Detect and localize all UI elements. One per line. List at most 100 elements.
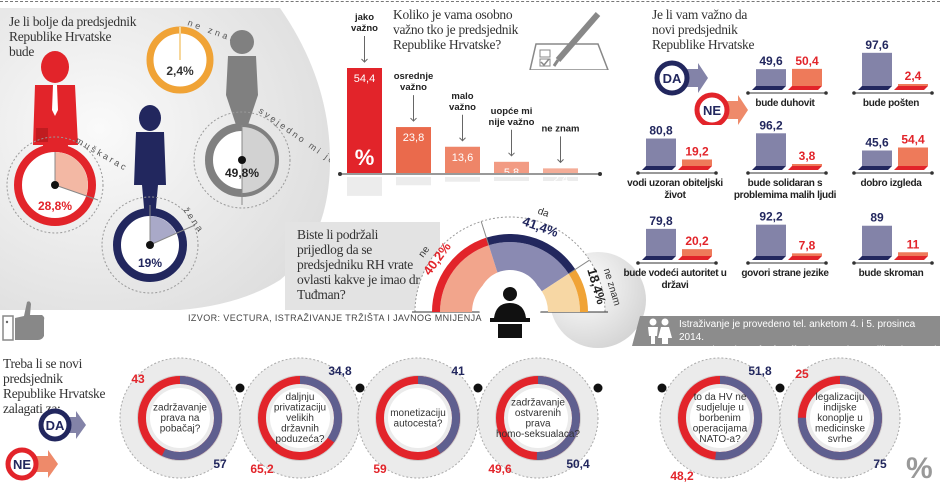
bar-da <box>862 225 892 256</box>
advocacy-question: to da HV ne <box>694 392 747 403</box>
connector-dot <box>473 383 483 393</box>
bar-ne <box>792 68 822 86</box>
advocacy-value-ne: 48,2 <box>670 469 694 483</box>
legend-ne-label: NE <box>703 103 721 118</box>
connector-dot <box>657 383 667 393</box>
advocacy-question: operacijama <box>693 424 748 435</box>
axis-dot <box>824 261 828 265</box>
axis-dot <box>598 172 602 176</box>
advocacy-center <box>508 388 568 448</box>
advocacy-value-da: 75 <box>873 457 887 471</box>
value-da: 96,2 <box>759 120 783 132</box>
advocacy-question: zadržavanje <box>511 397 565 408</box>
value-ne: 19,2 <box>685 144 709 158</box>
importance-bar-reflection <box>396 177 431 186</box>
survey-note-line1: Istraživanje je provedeno tel. anketom 4… <box>679 319 916 343</box>
advocacy-question: zadržavanje <box>153 403 207 414</box>
importance-bar-value: 2,4 <box>553 173 568 185</box>
importance-arrowhead-icon <box>508 152 515 157</box>
source-text: IZVOR: VECTURA, ISTRAŽIVANJE TRŽIŠTA I J… <box>188 313 482 323</box>
tudman-slice-ring <box>432 237 489 312</box>
advocacy-da-arc <box>678 376 762 460</box>
woman-icon <box>134 105 166 230</box>
advocacy-legend-da-label: DA <box>46 418 65 433</box>
advocacy-question: medicinske <box>815 424 865 435</box>
advocacy-value-da: 51,8 <box>748 364 772 378</box>
bar-da <box>756 133 786 166</box>
man-icon <box>33 51 78 190</box>
value-da: 49,6 <box>759 54 783 68</box>
qualities-legend: DA NE <box>654 60 748 125</box>
axis-dot <box>824 91 828 95</box>
quality-item: 92,2 7,8 govori strane jezike <box>741 210 838 300</box>
quality-bars: 92,2 7,8 <box>746 210 828 265</box>
tudman-divider <box>480 221 490 246</box>
importance-bar-label: malo <box>451 91 473 102</box>
survey-note-bg <box>632 316 940 346</box>
axis-dot <box>852 91 856 95</box>
tudman-slice-ring <box>486 234 576 274</box>
advocacy-question: svrhe <box>828 434 853 445</box>
gender-chart: 2,4% ne znam 28,8% muškarac 19% žena <box>6 17 330 294</box>
bar-da <box>646 138 676 166</box>
advocacy-legend-ne: NE <box>5 447 58 481</box>
legend-da-label: DA <box>663 71 682 86</box>
importance-bar <box>445 146 480 173</box>
importance-bar-label: važno <box>449 102 476 113</box>
bar-da <box>756 69 786 86</box>
advocacy-question: prava <box>525 418 550 429</box>
axis-dot <box>930 91 934 95</box>
value-ne: 3,8 <box>799 149 816 163</box>
quality-bars: 97,6 2,4 <box>852 38 934 95</box>
zena-donut: 19% žena <box>101 196 206 294</box>
importance-bar-value: 54,4 <box>354 73 375 85</box>
importance-bar <box>396 127 431 173</box>
advocacy-value-ne: 49,6 <box>488 462 512 476</box>
advocacy-question: autocesta? <box>394 418 443 429</box>
quality-bars: 45,6 54,4 <box>852 133 934 175</box>
advocacy-legend-ne-label: NE <box>13 457 31 472</box>
value-da: 79,8 <box>649 214 673 228</box>
axis-dot <box>824 171 828 175</box>
survey-note-line2-post: iz Hrvatske starijih od 18 god. <box>805 345 940 356</box>
quality-label: bude duhovit <box>755 98 815 109</box>
advocacy-value-ne: 25 <box>795 367 809 381</box>
quality-item: 96,2 3,8 bude solidaran s problemima malih… <box>734 118 838 210</box>
quality-item: 89 11 bude skroman <box>848 210 940 300</box>
advocacy-question: državnih <box>281 424 319 435</box>
bar-ne <box>792 253 822 256</box>
bg-panel-tudman <box>285 222 440 310</box>
advocacy-question: NATO-a? <box>699 434 741 445</box>
advocacy-center <box>810 388 870 448</box>
svejedno-donut: 49,8% svejedno mi je <box>193 105 330 209</box>
ballot-pencil-icon <box>529 12 609 70</box>
bar-da <box>862 150 892 166</box>
importance-bar-label: važno <box>400 82 427 93</box>
importance-arrowhead-icon <box>361 58 368 63</box>
importance-bar-label: osrednje <box>394 71 434 82</box>
zena-label: žena <box>181 205 206 235</box>
value-da: 89 <box>870 211 884 225</box>
importance-bar-value: 13,6 <box>452 152 473 164</box>
value-da: 92,2 <box>759 210 783 224</box>
axis-dot <box>852 171 856 175</box>
axis-dot <box>338 172 342 176</box>
axis-dot <box>930 261 934 265</box>
ne-znam-value: 2,4% <box>166 64 194 78</box>
podium-stand-icon <box>498 324 522 338</box>
connector-dot <box>355 383 365 393</box>
value-ne: 11 <box>907 237 920 251</box>
importance-bar-reflection <box>494 177 529 181</box>
importance-arrowhead-icon <box>459 137 466 142</box>
quality-item: 49,6 50,4 bude duhovit <box>742 40 838 130</box>
axis-dot <box>746 171 750 175</box>
connector-dot <box>593 383 603 393</box>
advocacy-legend-da: DA <box>38 408 86 442</box>
importance-bar-reflection <box>543 177 578 181</box>
value-da: 80,8 <box>649 124 673 138</box>
advocacy-center <box>150 388 210 448</box>
axis-dot <box>636 171 640 175</box>
gender-title: Je li bolje da predsjednik Republike Hrv… <box>9 14 137 59</box>
importance-bar-label: nije važno <box>489 117 535 128</box>
importance-bar <box>543 168 578 173</box>
